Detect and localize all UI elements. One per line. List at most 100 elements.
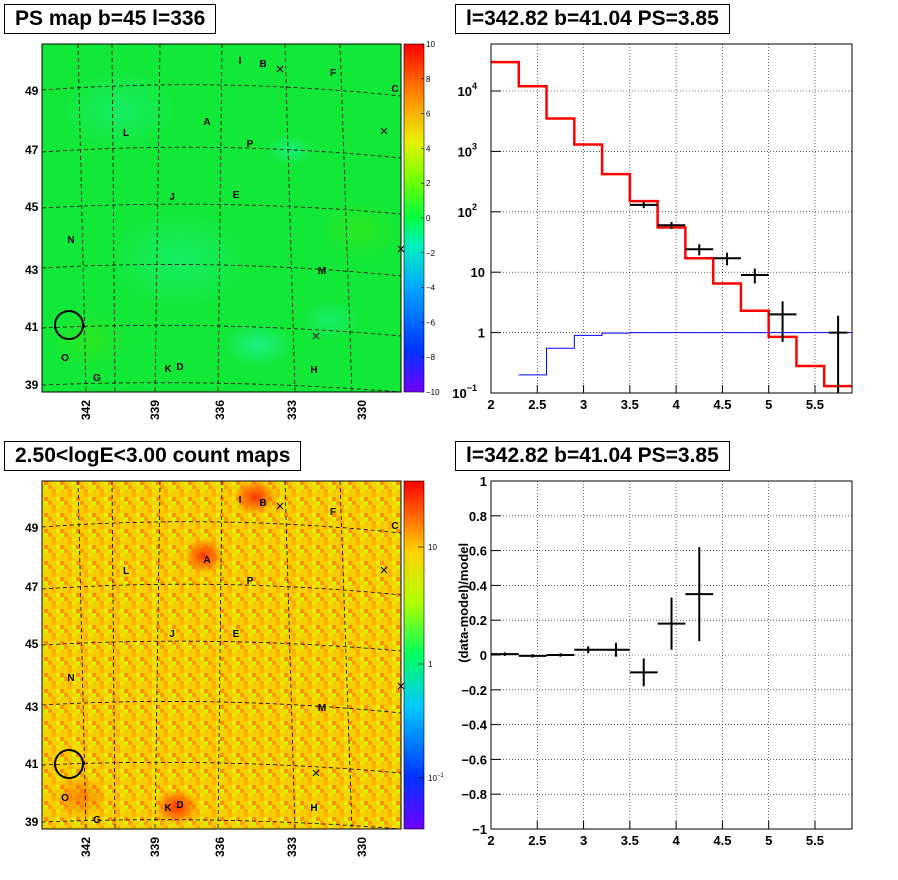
source-label: J (169, 192, 175, 203)
y-tick-label: 43 (25, 700, 39, 714)
residual-point (574, 646, 603, 654)
y-tick-label: 49 (25, 521, 39, 535)
source-label: B (259, 59, 266, 70)
source-label: B (259, 498, 266, 509)
count-map-title: 2.50<logE<3.00 count maps (4, 441, 302, 471)
x-tick-label: 3.5 (621, 397, 639, 412)
source-label: O (61, 353, 69, 364)
x-tick-label: 333 (285, 837, 299, 857)
y-tick-label: 39 (25, 815, 39, 829)
source-label: M (318, 703, 326, 714)
y-tick-label: 0.8 (469, 509, 487, 524)
residual-point (685, 547, 714, 642)
source-label: F (330, 507, 336, 518)
data-point (685, 244, 714, 256)
source-label: F (330, 68, 336, 79)
source-label: H (310, 365, 317, 376)
source-labels: I B F C L A P J E N M O G K D H (61, 56, 399, 384)
x-tick-label: 5 (765, 833, 772, 848)
y-tick-label: 41 (25, 757, 39, 771)
ps-map-title: PS map b=45 l=336 (4, 4, 217, 34)
colorbar-tick-label: −2 (426, 249, 436, 258)
x-tick-label: 4 (673, 833, 681, 848)
colorbar-tick-label: 6 (426, 110, 431, 119)
y-axis-ticks: 49 47 45 43 41 39 (25, 521, 39, 829)
x-axis-ticks: 2 2.5 3 3.5 4 4.5 5 5.5 (487, 385, 824, 412)
y-tick-label: 39 (25, 378, 39, 392)
y-tick-label: 49 (25, 84, 39, 98)
colorbar-tick-label: 2 (426, 179, 431, 188)
source-label: C (391, 521, 398, 532)
data-point (657, 221, 686, 229)
y-tick-label: 47 (25, 143, 39, 157)
residual-point (518, 654, 547, 658)
source-label: H (310, 803, 317, 814)
background-step-line (518, 332, 852, 376)
colorbar-tick-label: −8 (426, 353, 436, 362)
x-tick-label: 330 (355, 400, 369, 420)
x-tick-label: 4.5 (713, 397, 731, 412)
x-tick-label: 3 (580, 397, 587, 412)
y-tick-label: −0.4 (461, 718, 487, 733)
source-label: D (176, 800, 183, 811)
y-tick-label: −0.6 (461, 752, 487, 767)
data-point (713, 252, 741, 266)
residual-svg: 2 2.5 3 3.5 4 4.5 5 5.5 1 0.8 0.6 0.4 0.2 0 −0.2 −0.4 −0… (456, 474, 853, 848)
colorbar-tick-label: 10−1 (428, 773, 444, 783)
y-axis-ticks: 49 47 45 43 41 39 (25, 84, 39, 392)
y-tick-label: 10−1 (452, 383, 477, 401)
residual-title: l=342.82 b=41.04 PS=3.85 (455, 441, 730, 471)
residual-point (629, 658, 658, 687)
y-tick-label: 10 (471, 265, 485, 280)
x-tick-label: 5.5 (806, 397, 824, 412)
x-tick-label: 342 (79, 400, 93, 420)
y-tick-label: 1 (480, 474, 487, 489)
colorbar-tick-label: 8 (426, 75, 431, 84)
source-label: P (247, 139, 254, 150)
data-point (768, 301, 797, 342)
residual-point (546, 653, 575, 657)
x-tick-label: 2 (487, 397, 494, 412)
colorbar-ticks: 10 8 6 4 2 0 −2 −4 −6 −8 −10 (421, 40, 440, 397)
y-tick-label: −1 (472, 822, 487, 837)
colorbar (404, 44, 424, 392)
coordinate-grid (41, 43, 402, 393)
source-label: E (233, 629, 240, 640)
residual-point (657, 597, 686, 650)
source-label: K (164, 364, 172, 375)
x-tick-label: 336 (213, 400, 227, 420)
x-tick-label: 2.5 (528, 397, 546, 412)
source-label: G (93, 373, 101, 384)
y-tick-label: 103 (458, 141, 477, 159)
source-label: I (239, 495, 242, 506)
source-label: K (164, 803, 172, 814)
colorbar-ticks: 10 1 10−1 (418, 543, 444, 783)
colorbar-tick-label: 10 (428, 543, 437, 552)
data-point (828, 315, 848, 393)
x-tick-label: 342 (79, 837, 93, 857)
data-point (740, 268, 769, 284)
source-label: E (233, 190, 240, 201)
colorbar-tick-label: 4 (426, 144, 431, 153)
y-axis-label: (data-model)/model (456, 543, 471, 663)
x-tick-label: 336 (213, 837, 227, 857)
y-tick-label: 0.2 (469, 613, 487, 628)
y-tick-label: 0 (480, 648, 487, 663)
y-tick-label: 104 (458, 81, 477, 99)
source-label: O (61, 793, 69, 804)
source-label: M (318, 266, 326, 277)
x-axis-ticks: 342 339 336 333 330 (79, 837, 369, 857)
y-tick-label: 0.4 (469, 578, 488, 593)
x-tick-label: 339 (148, 400, 162, 420)
x-tick-label: 3.5 (621, 833, 639, 848)
source-label: P (247, 576, 254, 587)
colorbar-tick-label: 0 (426, 214, 431, 223)
colorbar-tick-label: 10 (426, 40, 435, 49)
y-axis-ticks: 1 0.8 0.6 0.4 0.2 0 −0.2 −0.4 −0.6 −0.8 −1 (461, 474, 501, 837)
